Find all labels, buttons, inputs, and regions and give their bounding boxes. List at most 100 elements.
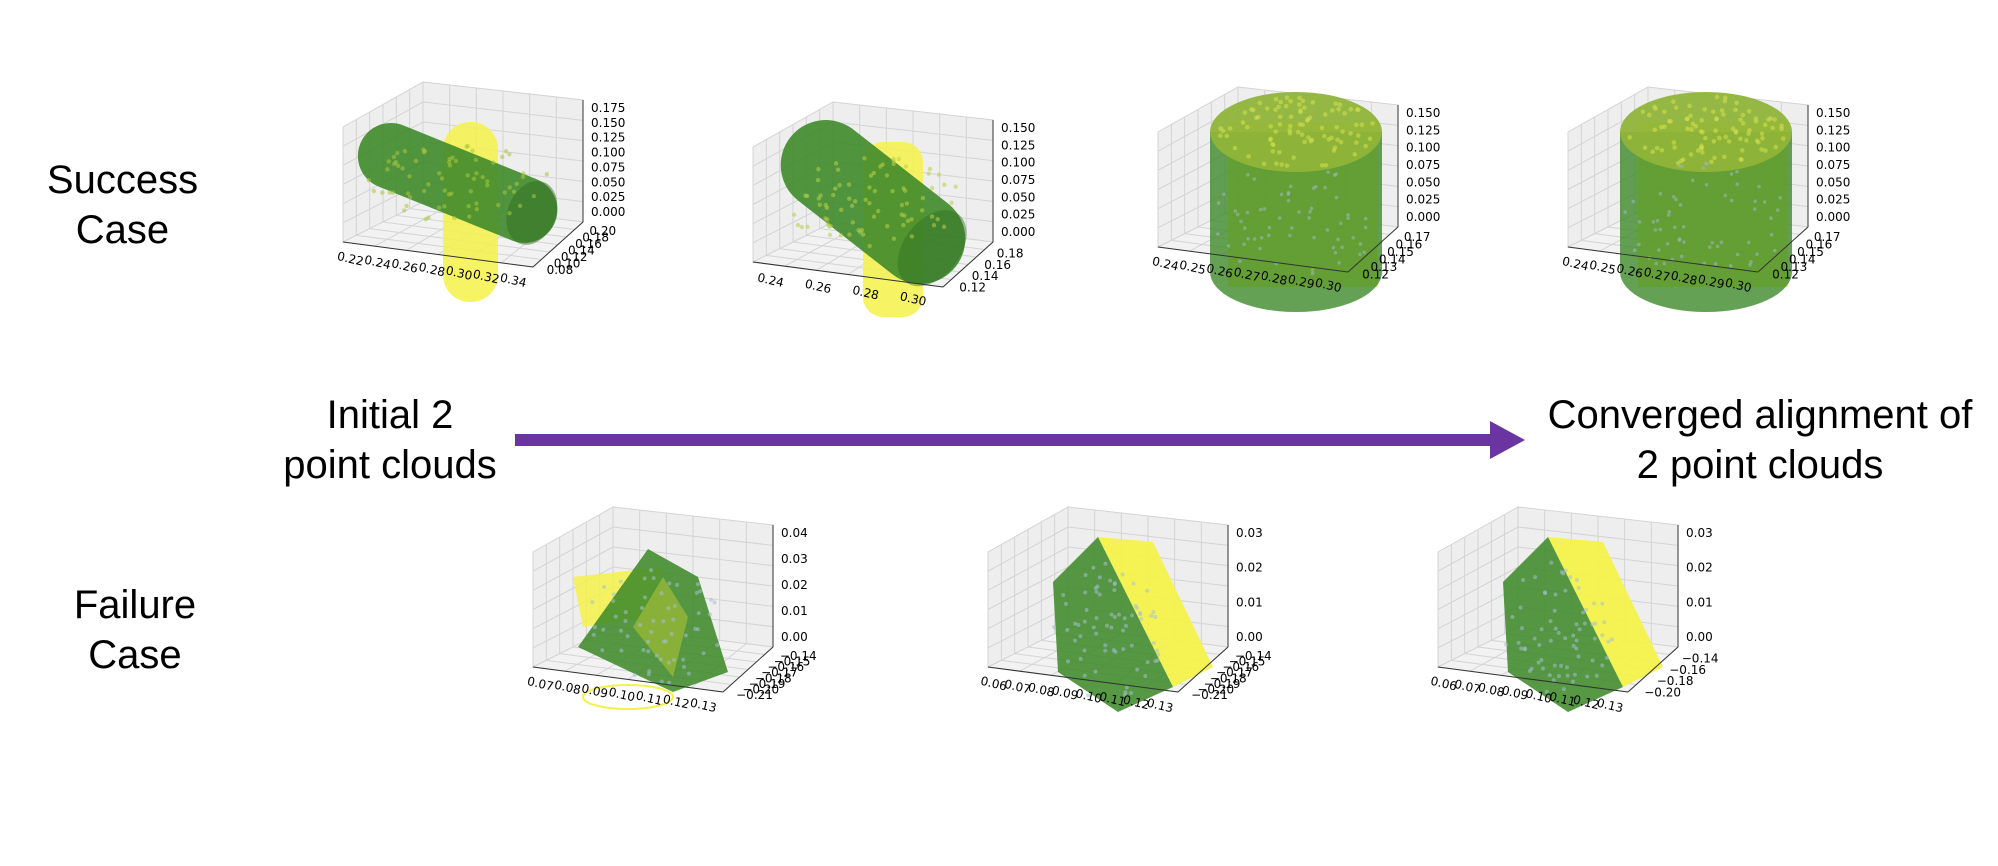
- cloud-point: [1249, 107, 1254, 112]
- cloud-point: [1286, 192, 1291, 196]
- y-tick-label: −0.19: [1204, 677, 1241, 691]
- cloud-point: [1702, 106, 1708, 112]
- cloud-point: [1682, 240, 1686, 244]
- z-tick-label: 0.050: [1816, 175, 1850, 189]
- cloud-point: [1279, 192, 1284, 197]
- cloud-point: [1684, 116, 1690, 122]
- cloud-point: [1224, 133, 1230, 139]
- cloud-point: [1759, 131, 1765, 136]
- x-axis-line: [532, 666, 724, 693]
- cloud-point: [1738, 136, 1743, 142]
- cloud-point: [521, 171, 526, 176]
- cloud-point: [1693, 123, 1699, 129]
- cloud-point: [1264, 106, 1270, 111]
- cloud-point: [1734, 100, 1739, 106]
- cloud-point: [1563, 636, 1568, 641]
- cloud-point: [480, 174, 485, 180]
- cloud-point: [1245, 124, 1250, 130]
- cloud-point: [661, 639, 666, 644]
- z-tick-label: 0.050: [1001, 190, 1035, 204]
- cloud-point: [1133, 603, 1138, 608]
- x-tick-label: 0.27: [1642, 265, 1671, 285]
- cloud-point: [831, 192, 836, 198]
- cloud-point: [1651, 220, 1656, 224]
- cloud-point: [447, 156, 452, 162]
- cloud-point: [1713, 128, 1718, 134]
- cloud-point: [1650, 149, 1655, 155]
- cloud-point: [885, 224, 890, 229]
- cloud-point: [1662, 261, 1667, 266]
- cloud-point: [1740, 121, 1746, 126]
- cloud-point: [1308, 138, 1314, 144]
- green-cloud: [780, 120, 967, 287]
- failure-label-line1: Failure: [73, 583, 197, 627]
- cloud-point: [1363, 143, 1368, 149]
- cloud-point: [1519, 626, 1524, 631]
- cloud-point: [1667, 209, 1672, 214]
- cloud-point: [1083, 572, 1088, 577]
- cloud-point: [1113, 649, 1118, 654]
- cloud-point: [1310, 100, 1316, 105]
- cloud-point: [672, 657, 677, 662]
- cloud-point: [1701, 166, 1706, 170]
- y-axis-line: [532, 221, 584, 268]
- cloud-point: [871, 214, 877, 219]
- cloud-point: [1331, 245, 1336, 250]
- cloud-point: [1563, 568, 1568, 573]
- z-tick-label: 0.125: [591, 131, 625, 145]
- z-tick-label: 0.000: [1001, 225, 1035, 239]
- cloud-point: [847, 232, 852, 237]
- y-tick-label: −0.17: [1216, 666, 1253, 680]
- cloud-point: [1740, 148, 1745, 153]
- cloud-point: [1779, 126, 1784, 132]
- cloud-point: [502, 190, 507, 195]
- cloud-point: [600, 648, 605, 653]
- cloud-point: [507, 185, 512, 190]
- z-tick-label: 0.125: [1816, 123, 1850, 137]
- cloud-point: [1270, 141, 1275, 147]
- cloud-point: [942, 182, 947, 187]
- y-axis-line: [1627, 646, 1679, 693]
- cloud-point: [366, 178, 372, 183]
- x-tick-label: 0.09: [580, 681, 609, 701]
- cloud-point: [1519, 646, 1524, 651]
- cloud-point: [1665, 241, 1670, 246]
- cloud-point: [1342, 111, 1347, 116]
- cloud-point: [681, 657, 686, 662]
- cloud-point: [1358, 252, 1362, 257]
- cloud-point: [1703, 135, 1708, 141]
- x-axis-line: [1157, 246, 1349, 273]
- cloud-point: [1552, 663, 1557, 668]
- cloud-point: [1547, 673, 1552, 678]
- z-tick-label: 0.150: [1001, 121, 1035, 135]
- cloud-point: [1091, 565, 1096, 570]
- cloud-point: [953, 184, 958, 189]
- y-tick-label: −0.14: [780, 649, 817, 663]
- cloud-point: [1291, 155, 1296, 160]
- z-tick-label: 0.02: [1686, 561, 1713, 575]
- cloud-point: [1135, 667, 1140, 672]
- cloud-point: [1689, 127, 1694, 132]
- cloud-point: [1690, 178, 1695, 183]
- cloud-point: [1740, 112, 1746, 118]
- cloud-point: [1340, 245, 1344, 249]
- cloud-point: [1216, 201, 1221, 205]
- x-axis-line: [752, 261, 944, 288]
- cloud-point: [672, 603, 677, 608]
- cloud-point: [385, 167, 390, 172]
- cloud-point: [1600, 663, 1605, 668]
- x-tick-label: 0.12: [1572, 693, 1601, 713]
- cloud-point: [1306, 135, 1311, 140]
- green-cloud-body: [780, 120, 966, 284]
- cloud-point: [1287, 128, 1292, 133]
- cloud-point: [421, 188, 427, 194]
- z-tick-label: 0.025: [1406, 193, 1440, 207]
- x-tick-label: 0.13: [1595, 696, 1624, 716]
- cloud-point: [1712, 155, 1717, 161]
- z-tick-label: 0.175: [591, 101, 625, 115]
- cloud-point: [929, 214, 935, 219]
- cloud-point: [1156, 652, 1161, 657]
- cloud-point: [591, 632, 596, 637]
- cloud-point: [1565, 673, 1570, 678]
- cloud-point: [651, 576, 656, 581]
